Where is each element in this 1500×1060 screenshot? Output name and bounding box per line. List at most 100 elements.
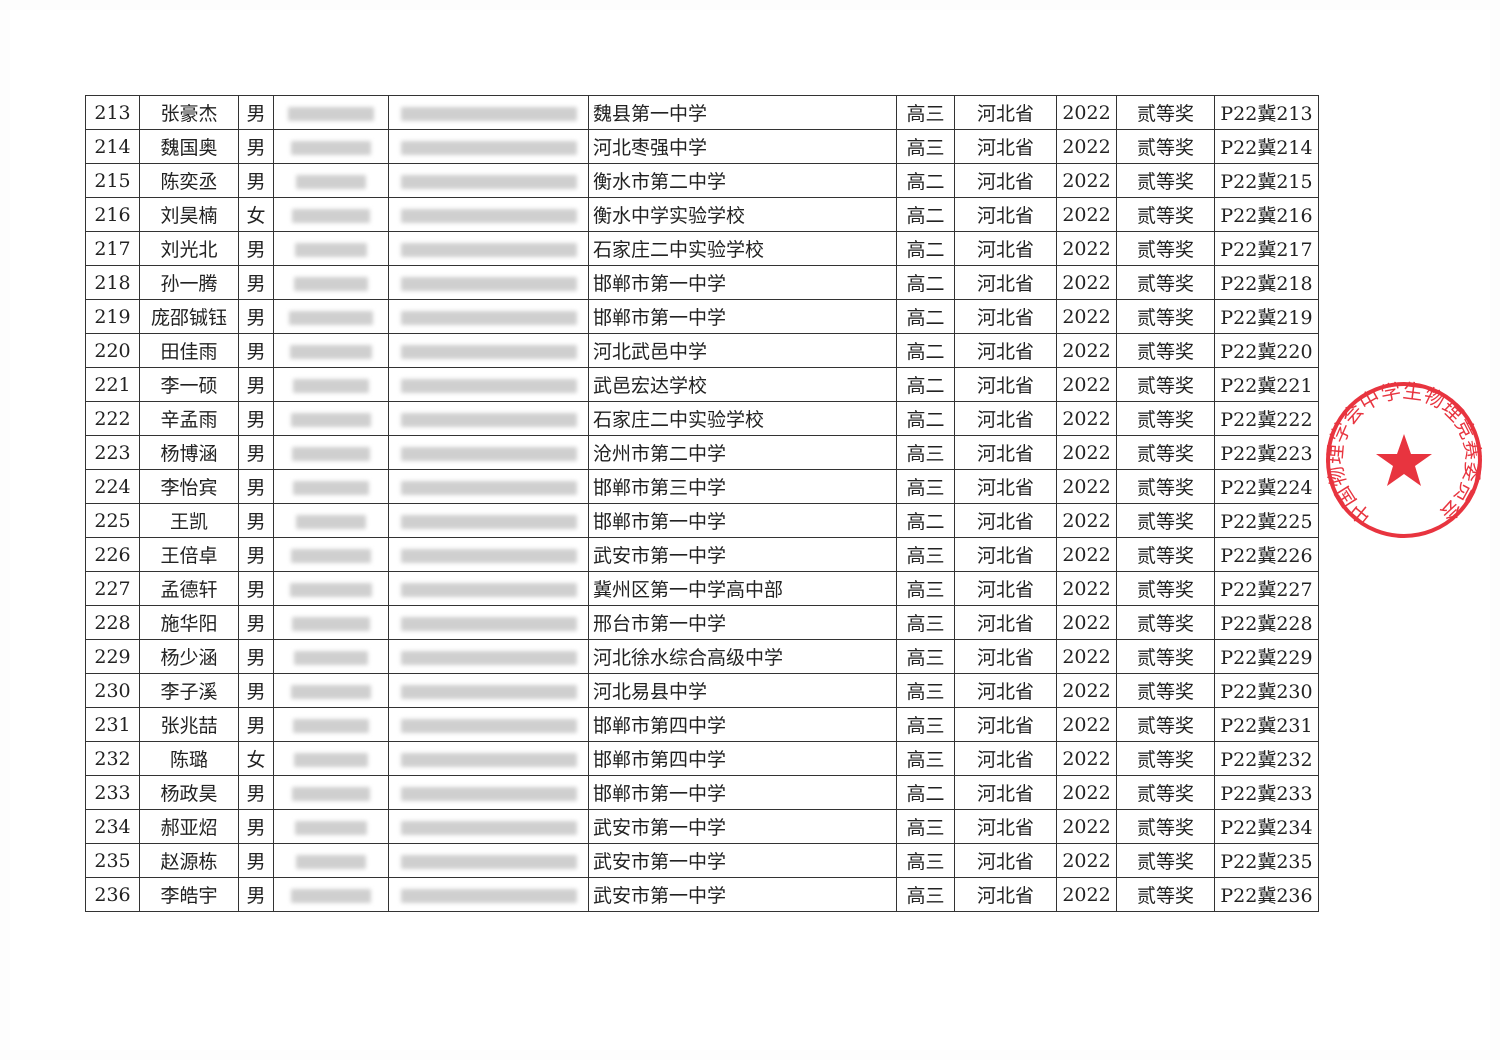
name-cell: 赵源栋 (139, 843, 239, 878)
redacted-value (400, 514, 577, 529)
gender-cell: 男 (238, 877, 274, 912)
grade-cell: 高三 (896, 707, 955, 742)
redacted-value (290, 582, 372, 597)
school-cell: 邯郸市第四中学 (588, 741, 897, 776)
year-cell: 2022 (1056, 775, 1117, 810)
gender-cell: 男 (238, 129, 274, 164)
award-table: 213 张豪杰男魏县第一中学 高三 河北省 2022 贰等奖 P22冀213 214 魏国奥男河… (85, 95, 1319, 912)
award-cell: 贰等奖 (1116, 129, 1215, 164)
certificate-number-cell: P22冀225 (1214, 503, 1319, 538)
redacted-id-cell (388, 775, 589, 810)
year-cell: 2022 (1056, 843, 1117, 878)
certificate-number-cell: P22冀227 (1214, 571, 1319, 606)
name-cell: 李皓宇 (139, 877, 239, 912)
redacted-birthdate-cell (273, 197, 389, 232)
year-cell: 2022 (1056, 605, 1117, 640)
award-cell: 贰等奖 (1116, 231, 1215, 266)
grade-cell: 高三 (896, 537, 955, 572)
row-number-cell: 221 (85, 367, 140, 402)
year-cell: 2022 (1056, 673, 1117, 708)
redacted-birthdate-cell (273, 265, 389, 300)
certificate-number-cell: P22冀224 (1214, 469, 1319, 504)
certificate-number-cell: P22冀229 (1214, 639, 1319, 674)
gender-cell: 男 (238, 775, 274, 810)
certificate-number-cell: P22冀219 (1214, 299, 1319, 334)
gender-cell: 男 (238, 231, 274, 266)
award-cell: 贰等奖 (1116, 605, 1215, 640)
award-cell: 贰等奖 (1116, 537, 1215, 572)
grade-cell: 高二 (896, 163, 955, 198)
province-cell: 河北省 (954, 197, 1057, 232)
school-cell: 衡水中学实验学校 (588, 197, 897, 232)
redacted-value (295, 820, 367, 835)
row-number-cell: 224 (85, 469, 140, 504)
redacted-id-cell (388, 333, 589, 368)
row-number-cell: 219 (85, 299, 140, 334)
row-number-cell: 215 (85, 163, 140, 198)
province-cell: 河北省 (954, 707, 1057, 742)
redacted-value (292, 446, 370, 461)
grade-cell: 高二 (896, 401, 955, 436)
redacted-value (291, 140, 371, 155)
school-cell: 邢台市第一中学 (588, 605, 897, 640)
grade-cell: 高三 (896, 809, 955, 844)
redacted-birthdate-cell (273, 741, 389, 776)
redacted-value (293, 718, 369, 733)
award-cell: 贰等奖 (1116, 367, 1215, 402)
redacted-value (292, 616, 370, 631)
gender-cell: 男 (238, 503, 274, 538)
award-cell: 贰等奖 (1116, 265, 1215, 300)
name-cell: 辛孟雨 (139, 401, 239, 436)
grade-cell: 高三 (896, 877, 955, 912)
year-cell: 2022 (1056, 163, 1117, 198)
province-cell: 河北省 (954, 571, 1057, 606)
gender-cell: 男 (238, 469, 274, 504)
province-cell: 河北省 (954, 469, 1057, 504)
year-cell: 2022 (1056, 877, 1117, 912)
award-cell: 贰等奖 (1116, 877, 1215, 912)
redacted-id-cell (388, 197, 589, 232)
year-cell: 2022 (1056, 265, 1117, 300)
name-cell: 王凯 (139, 503, 239, 538)
redacted-id-cell (388, 503, 589, 538)
name-cell: 李怡宾 (139, 469, 239, 504)
year-cell: 2022 (1056, 231, 1117, 266)
school-cell: 邯郸市第一中学 (588, 503, 897, 538)
redacted-value (400, 718, 577, 733)
redacted-id-cell (388, 95, 589, 130)
table-row: 234 郝亚炤男 武安市第一中学 高三 河北省 2022 贰等奖 P22冀234 (85, 809, 1319, 844)
name-cell: 张兆喆 (139, 707, 239, 742)
grade-cell: 高二 (896, 231, 955, 266)
table-row: 222 辛孟雨男 石家庄二中实验学校 高二 河北省 2022 贰等奖 P22冀222 (85, 401, 1319, 436)
row-number-cell: 235 (85, 843, 140, 878)
redacted-value (291, 888, 371, 903)
award-cell: 贰等奖 (1116, 299, 1215, 334)
certificate-number-cell: P22冀215 (1214, 163, 1319, 198)
award-cell: 贰等奖 (1116, 333, 1215, 368)
certificate-number-cell: P22冀220 (1214, 333, 1319, 368)
redacted-birthdate-cell (273, 707, 389, 742)
certificate-number-cell: P22冀222 (1214, 401, 1319, 436)
province-cell: 河北省 (954, 537, 1057, 572)
row-number-cell: 216 (85, 197, 140, 232)
redacted-value (290, 344, 372, 359)
redacted-id-cell (388, 163, 589, 198)
year-cell: 2022 (1056, 809, 1117, 844)
award-cell: 贰等奖 (1116, 741, 1215, 776)
year-cell: 2022 (1056, 299, 1117, 334)
table-row: 217 刘光北男 石家庄二中实验学校 高二 河北省 2022 贰等奖 P22冀217 (85, 231, 1319, 266)
table-row: 229 杨少涵男 河北徐水综合高级中学 高三 河北省 2022 贰等奖 P22冀229 (85, 639, 1319, 674)
certificate-number-cell: P22冀216 (1214, 197, 1319, 232)
redacted-value (400, 548, 577, 563)
redacted-value (400, 684, 577, 699)
school-cell: 石家庄二中实验学校 (588, 231, 897, 266)
school-cell: 衡水市第二中学 (588, 163, 897, 198)
row-number-cell: 232 (85, 741, 140, 776)
redacted-value (400, 650, 577, 665)
table-row: 223 杨博涵男 沧州市第二中学 高三 河北省 2022 贰等奖 P22冀223 (85, 435, 1319, 470)
redacted-value (288, 106, 374, 121)
redacted-value (400, 752, 577, 767)
gender-cell: 男 (238, 333, 274, 368)
year-cell: 2022 (1056, 741, 1117, 776)
province-cell: 河北省 (954, 95, 1057, 130)
